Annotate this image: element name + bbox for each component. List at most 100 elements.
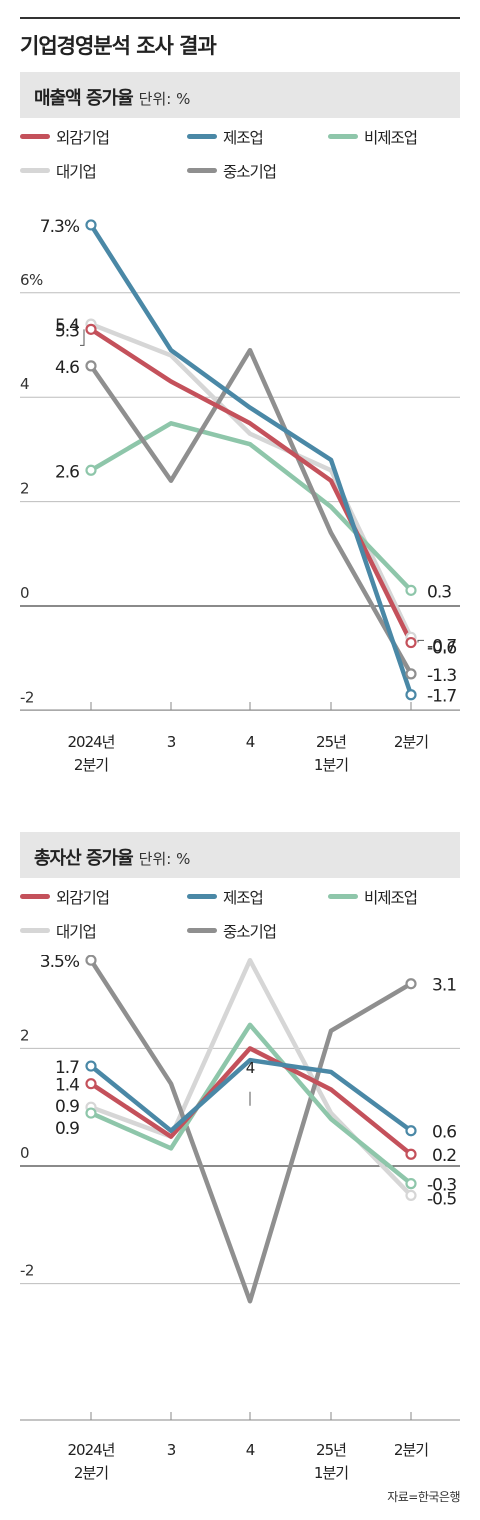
data-label: 0.9 bbox=[55, 1097, 79, 1117]
data-point-marker bbox=[405, 636, 417, 649]
data-label: 0.6 bbox=[432, 1123, 456, 1143]
series-line-외감기업 bbox=[88, 1046, 414, 1157]
data-label: 3.1 bbox=[432, 976, 456, 996]
x-tick-label: 2024년 bbox=[68, 733, 115, 751]
legend-label: 대기업 bbox=[56, 163, 97, 181]
data-label: -0.3 bbox=[427, 1176, 456, 1196]
y-tick-label: 6% bbox=[20, 271, 43, 289]
legend-label: 비제조업 bbox=[364, 889, 418, 907]
legend-label: 외감기업 bbox=[56, 129, 110, 147]
data-point-marker bbox=[85, 1107, 97, 1119]
data-point-marker bbox=[85, 323, 97, 335]
data-point-marker bbox=[405, 1178, 417, 1190]
y-tick-label: 2 bbox=[20, 1026, 29, 1044]
series-line-외감기업 bbox=[88, 327, 414, 645]
data-label: -0.7 bbox=[427, 637, 456, 657]
x-tick-label: 3 bbox=[167, 733, 176, 751]
data-point-marker bbox=[405, 689, 417, 701]
top-rule bbox=[20, 17, 460, 19]
legend-swatch bbox=[20, 168, 50, 173]
y-tick-label: -2 bbox=[20, 1262, 34, 1280]
data-point-marker bbox=[405, 1189, 417, 1201]
series-line-제조업 bbox=[88, 1057, 414, 1133]
y-tick-label: 4 bbox=[20, 375, 29, 393]
y-tick-label: 0 bbox=[20, 1144, 29, 1162]
panel-unit-label: 단위: % bbox=[138, 90, 191, 108]
data-point-marker bbox=[405, 668, 417, 680]
data-label: 4 bbox=[246, 1059, 255, 1077]
data-label: -0.5 bbox=[427, 1189, 456, 1209]
x-tick-label: 2분기 bbox=[394, 1441, 428, 1459]
y-tick-label: 2 bbox=[20, 480, 29, 498]
legend-swatch bbox=[187, 134, 217, 139]
x-tick-label: 2분기 bbox=[74, 756, 108, 774]
leader-line bbox=[80, 329, 85, 346]
data-label: 3.5% bbox=[40, 955, 80, 972]
data-point-marker bbox=[85, 955, 97, 966]
chart-sales-growth: -2 0 2 4 6% 2024년 2분기 3 4 25년 1분기 2분기 7.3% 5.45.3 4.6 2… bbox=[20, 217, 460, 774]
legend-label: 중소기업 bbox=[223, 163, 277, 181]
leader-line bbox=[417, 639, 424, 643]
y-tick-label: -2 bbox=[20, 688, 34, 706]
x-tick-label: 4 bbox=[246, 1441, 255, 1459]
legend-swatch bbox=[20, 894, 50, 899]
data-label: 5.4 bbox=[55, 316, 79, 336]
x-tick-label: 2024년 bbox=[68, 1441, 115, 1459]
panel-header-sales: 매출액 증가율 단위: % bbox=[20, 72, 460, 118]
panel-title-text: 총자산 증가율 bbox=[34, 848, 134, 869]
y-tick-label: 0 bbox=[20, 584, 29, 602]
series-line-중소기업 bbox=[88, 957, 414, 1304]
panel-title-assets: 총자산 증가율 단위: % bbox=[34, 844, 190, 870]
series-line-제조업 bbox=[88, 222, 414, 697]
panel-title-sales: 매출액 증가율 단위: % bbox=[34, 84, 190, 110]
data-label: 5.3 bbox=[55, 321, 79, 341]
chart-asset-growth: -2024%2024년2분기3425년1분기2분기3.5%1.71.40.90.… bbox=[20, 955, 460, 1482]
data-label: -1.7 bbox=[427, 687, 456, 707]
legend-swatch bbox=[187, 928, 217, 933]
data-label: 7.3% bbox=[40, 217, 80, 237]
data-label: 0.2 bbox=[432, 1146, 456, 1166]
x-tick-label: 1분기 bbox=[314, 756, 348, 774]
data-point-marker bbox=[85, 464, 97, 476]
series-line-대기업 bbox=[88, 957, 414, 1198]
data-point-marker bbox=[405, 978, 417, 990]
page-title: 기업경영분석 조사 결과 bbox=[20, 34, 217, 58]
legend-label: 제조업 bbox=[223, 889, 264, 907]
data-point-marker bbox=[85, 1078, 97, 1090]
legend-label: 비제조업 bbox=[364, 129, 418, 147]
legend-swatch bbox=[187, 894, 217, 899]
data-point-marker bbox=[85, 1060, 97, 1072]
x-tick-label: 25년 bbox=[316, 1441, 346, 1459]
panel-unit-label: 단위: % bbox=[138, 850, 191, 868]
series-line-대기업 bbox=[88, 321, 414, 640]
data-label: 4.6 bbox=[55, 358, 79, 378]
legend-label: 외감기업 bbox=[56, 889, 110, 907]
data-label: 0.3 bbox=[427, 582, 451, 602]
data-point-marker bbox=[405, 584, 417, 596]
legend-swatch bbox=[20, 134, 50, 139]
data-label: 0.9 bbox=[55, 1119, 79, 1139]
data-label: -0.6 bbox=[427, 638, 456, 658]
data-label: 1.7 bbox=[55, 1058, 79, 1078]
legend-swatch bbox=[328, 134, 358, 139]
panel-title-text: 매출액 증가율 bbox=[34, 88, 134, 109]
x-tick-label: 1분기 bbox=[314, 1464, 348, 1482]
data-point-marker bbox=[85, 219, 97, 231]
data-point-marker bbox=[405, 1125, 417, 1137]
legend-label: 중소기업 bbox=[223, 923, 277, 941]
data-label: 2.6 bbox=[55, 462, 79, 482]
legend-swatch bbox=[328, 894, 358, 899]
series-line-비제조업 bbox=[88, 421, 414, 593]
legend-swatch bbox=[187, 168, 217, 173]
panel-header-assets: 총자산 증가율 단위: % bbox=[20, 832, 460, 878]
x-tick-label: 2분기 bbox=[74, 1464, 108, 1482]
data-label: -1.3 bbox=[427, 666, 456, 686]
legend-label: 대기업 bbox=[56, 923, 97, 941]
data-point-marker bbox=[85, 360, 97, 372]
series-line-비제조업 bbox=[88, 1022, 414, 1186]
series-line-중소기업 bbox=[88, 347, 414, 677]
legend-swatch bbox=[20, 928, 50, 933]
data-label: 1.4 bbox=[55, 1076, 79, 1096]
legend-label: 제조업 bbox=[223, 129, 264, 147]
x-tick-label: 4 bbox=[246, 733, 255, 751]
